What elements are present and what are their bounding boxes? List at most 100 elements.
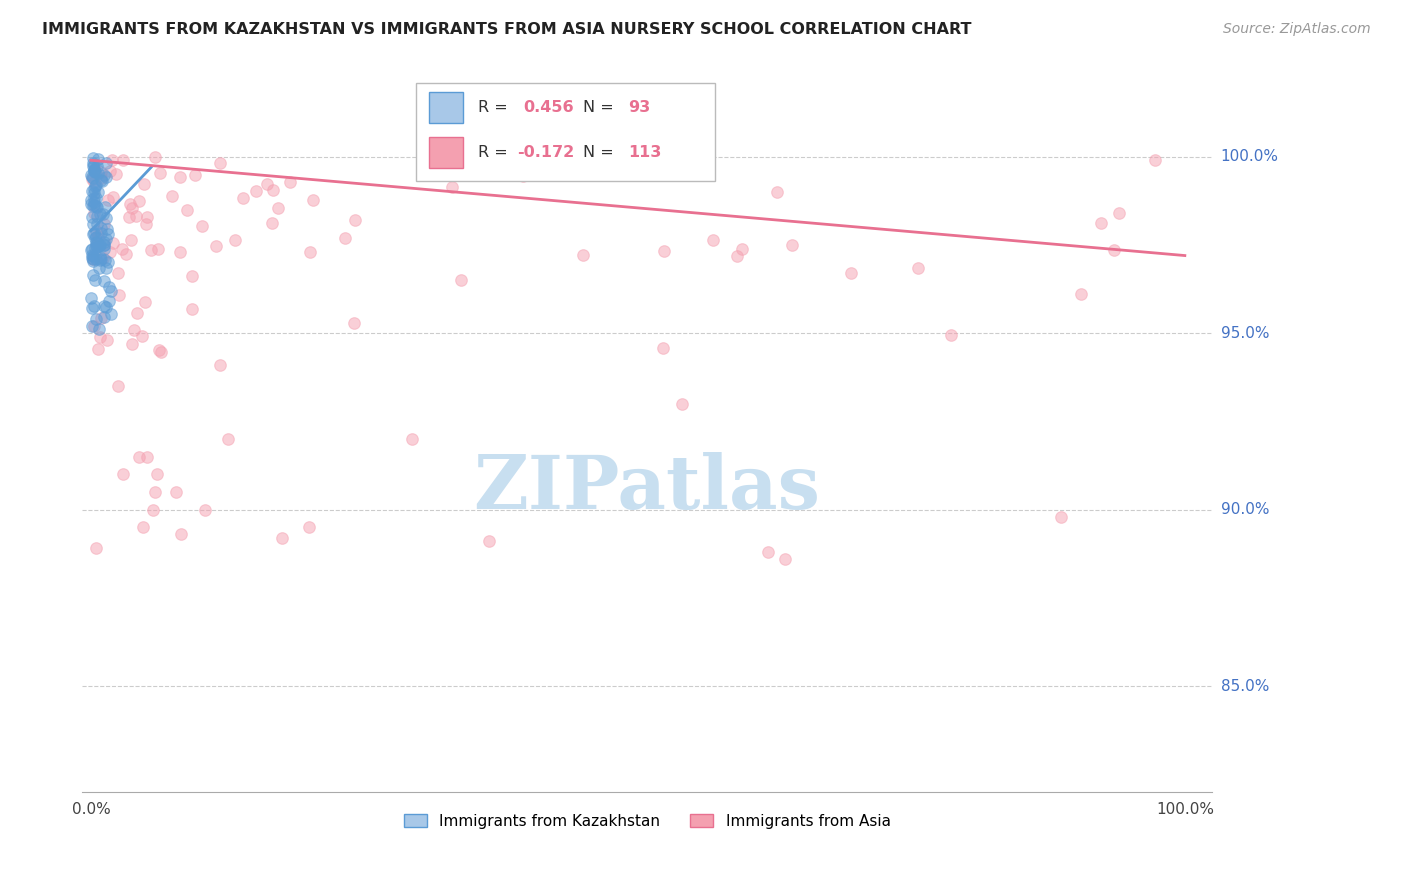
Point xyxy=(160,189,183,203)
Point xyxy=(84,178,107,192)
Point xyxy=(90,220,112,235)
Point xyxy=(80,243,103,257)
Point xyxy=(96,211,118,226)
Bar xyxy=(429,93,463,123)
Point xyxy=(343,316,366,330)
Point xyxy=(93,242,115,256)
Point xyxy=(93,251,115,265)
Point xyxy=(80,211,103,225)
Point xyxy=(82,156,104,170)
Point xyxy=(82,217,104,231)
Point xyxy=(111,153,134,168)
Point xyxy=(98,280,121,294)
Point xyxy=(839,266,862,280)
Point xyxy=(93,310,115,324)
Point xyxy=(83,198,105,212)
Point xyxy=(97,194,120,208)
Point xyxy=(97,254,120,268)
Point xyxy=(87,229,110,244)
Point xyxy=(756,545,779,559)
Point xyxy=(146,467,169,482)
Point xyxy=(150,345,173,359)
Point xyxy=(94,170,117,185)
Point xyxy=(1049,509,1071,524)
Point xyxy=(651,341,673,355)
Point xyxy=(84,224,107,238)
Point xyxy=(80,168,103,182)
Point xyxy=(90,164,112,178)
Point xyxy=(82,199,104,213)
Point xyxy=(87,261,110,276)
Point xyxy=(100,307,122,321)
Point xyxy=(298,520,321,534)
Point xyxy=(105,167,128,181)
Point xyxy=(84,165,107,179)
Point xyxy=(142,502,165,516)
Point xyxy=(184,168,207,182)
Point xyxy=(107,379,129,393)
Point xyxy=(136,210,159,224)
Point xyxy=(87,342,110,356)
Point xyxy=(125,305,148,319)
Point xyxy=(100,284,122,298)
Point xyxy=(89,250,111,264)
Point xyxy=(84,162,107,177)
Point xyxy=(571,247,593,261)
Point xyxy=(262,183,284,197)
Text: ZIPatlas: ZIPatlas xyxy=(474,451,821,524)
Point xyxy=(84,235,107,249)
Point xyxy=(83,164,105,178)
Point xyxy=(217,432,239,446)
Point xyxy=(134,294,156,309)
Point xyxy=(89,238,111,252)
Point xyxy=(477,534,499,549)
Point xyxy=(93,168,115,182)
Point xyxy=(82,242,104,256)
Point xyxy=(118,210,141,224)
Point xyxy=(120,197,142,211)
Point xyxy=(939,328,962,343)
Point xyxy=(132,177,155,191)
Point xyxy=(82,252,104,266)
Point xyxy=(205,238,228,252)
Point xyxy=(128,194,150,208)
Point xyxy=(97,227,120,241)
Point xyxy=(450,273,472,287)
Point xyxy=(176,203,198,218)
Text: 85.0%: 85.0% xyxy=(1220,679,1268,694)
Point xyxy=(180,301,202,316)
Point xyxy=(93,217,115,231)
Point xyxy=(98,244,121,259)
Point xyxy=(80,193,103,207)
Point xyxy=(1143,153,1166,167)
Point xyxy=(83,186,105,200)
Point xyxy=(86,236,108,251)
Point xyxy=(773,552,796,566)
Point xyxy=(84,231,107,245)
Point xyxy=(86,218,108,232)
Point xyxy=(280,175,302,189)
Text: -0.172: -0.172 xyxy=(517,145,575,160)
Text: N =: N = xyxy=(582,100,613,115)
Point xyxy=(121,201,143,215)
Point xyxy=(120,233,142,247)
Point xyxy=(90,171,112,186)
Point xyxy=(96,300,118,314)
Point xyxy=(89,206,111,220)
Point xyxy=(90,310,112,325)
Point xyxy=(86,209,108,223)
Point xyxy=(82,249,104,263)
Point xyxy=(107,267,129,281)
Point xyxy=(302,193,325,207)
Point xyxy=(87,185,110,199)
Point xyxy=(149,166,172,180)
Point xyxy=(298,245,321,260)
Point xyxy=(90,173,112,187)
Point xyxy=(80,172,103,186)
Point xyxy=(80,301,103,315)
Text: N =: N = xyxy=(582,145,613,160)
Point xyxy=(170,527,193,541)
Point xyxy=(208,358,231,372)
Point xyxy=(83,299,105,313)
Point xyxy=(84,541,107,556)
